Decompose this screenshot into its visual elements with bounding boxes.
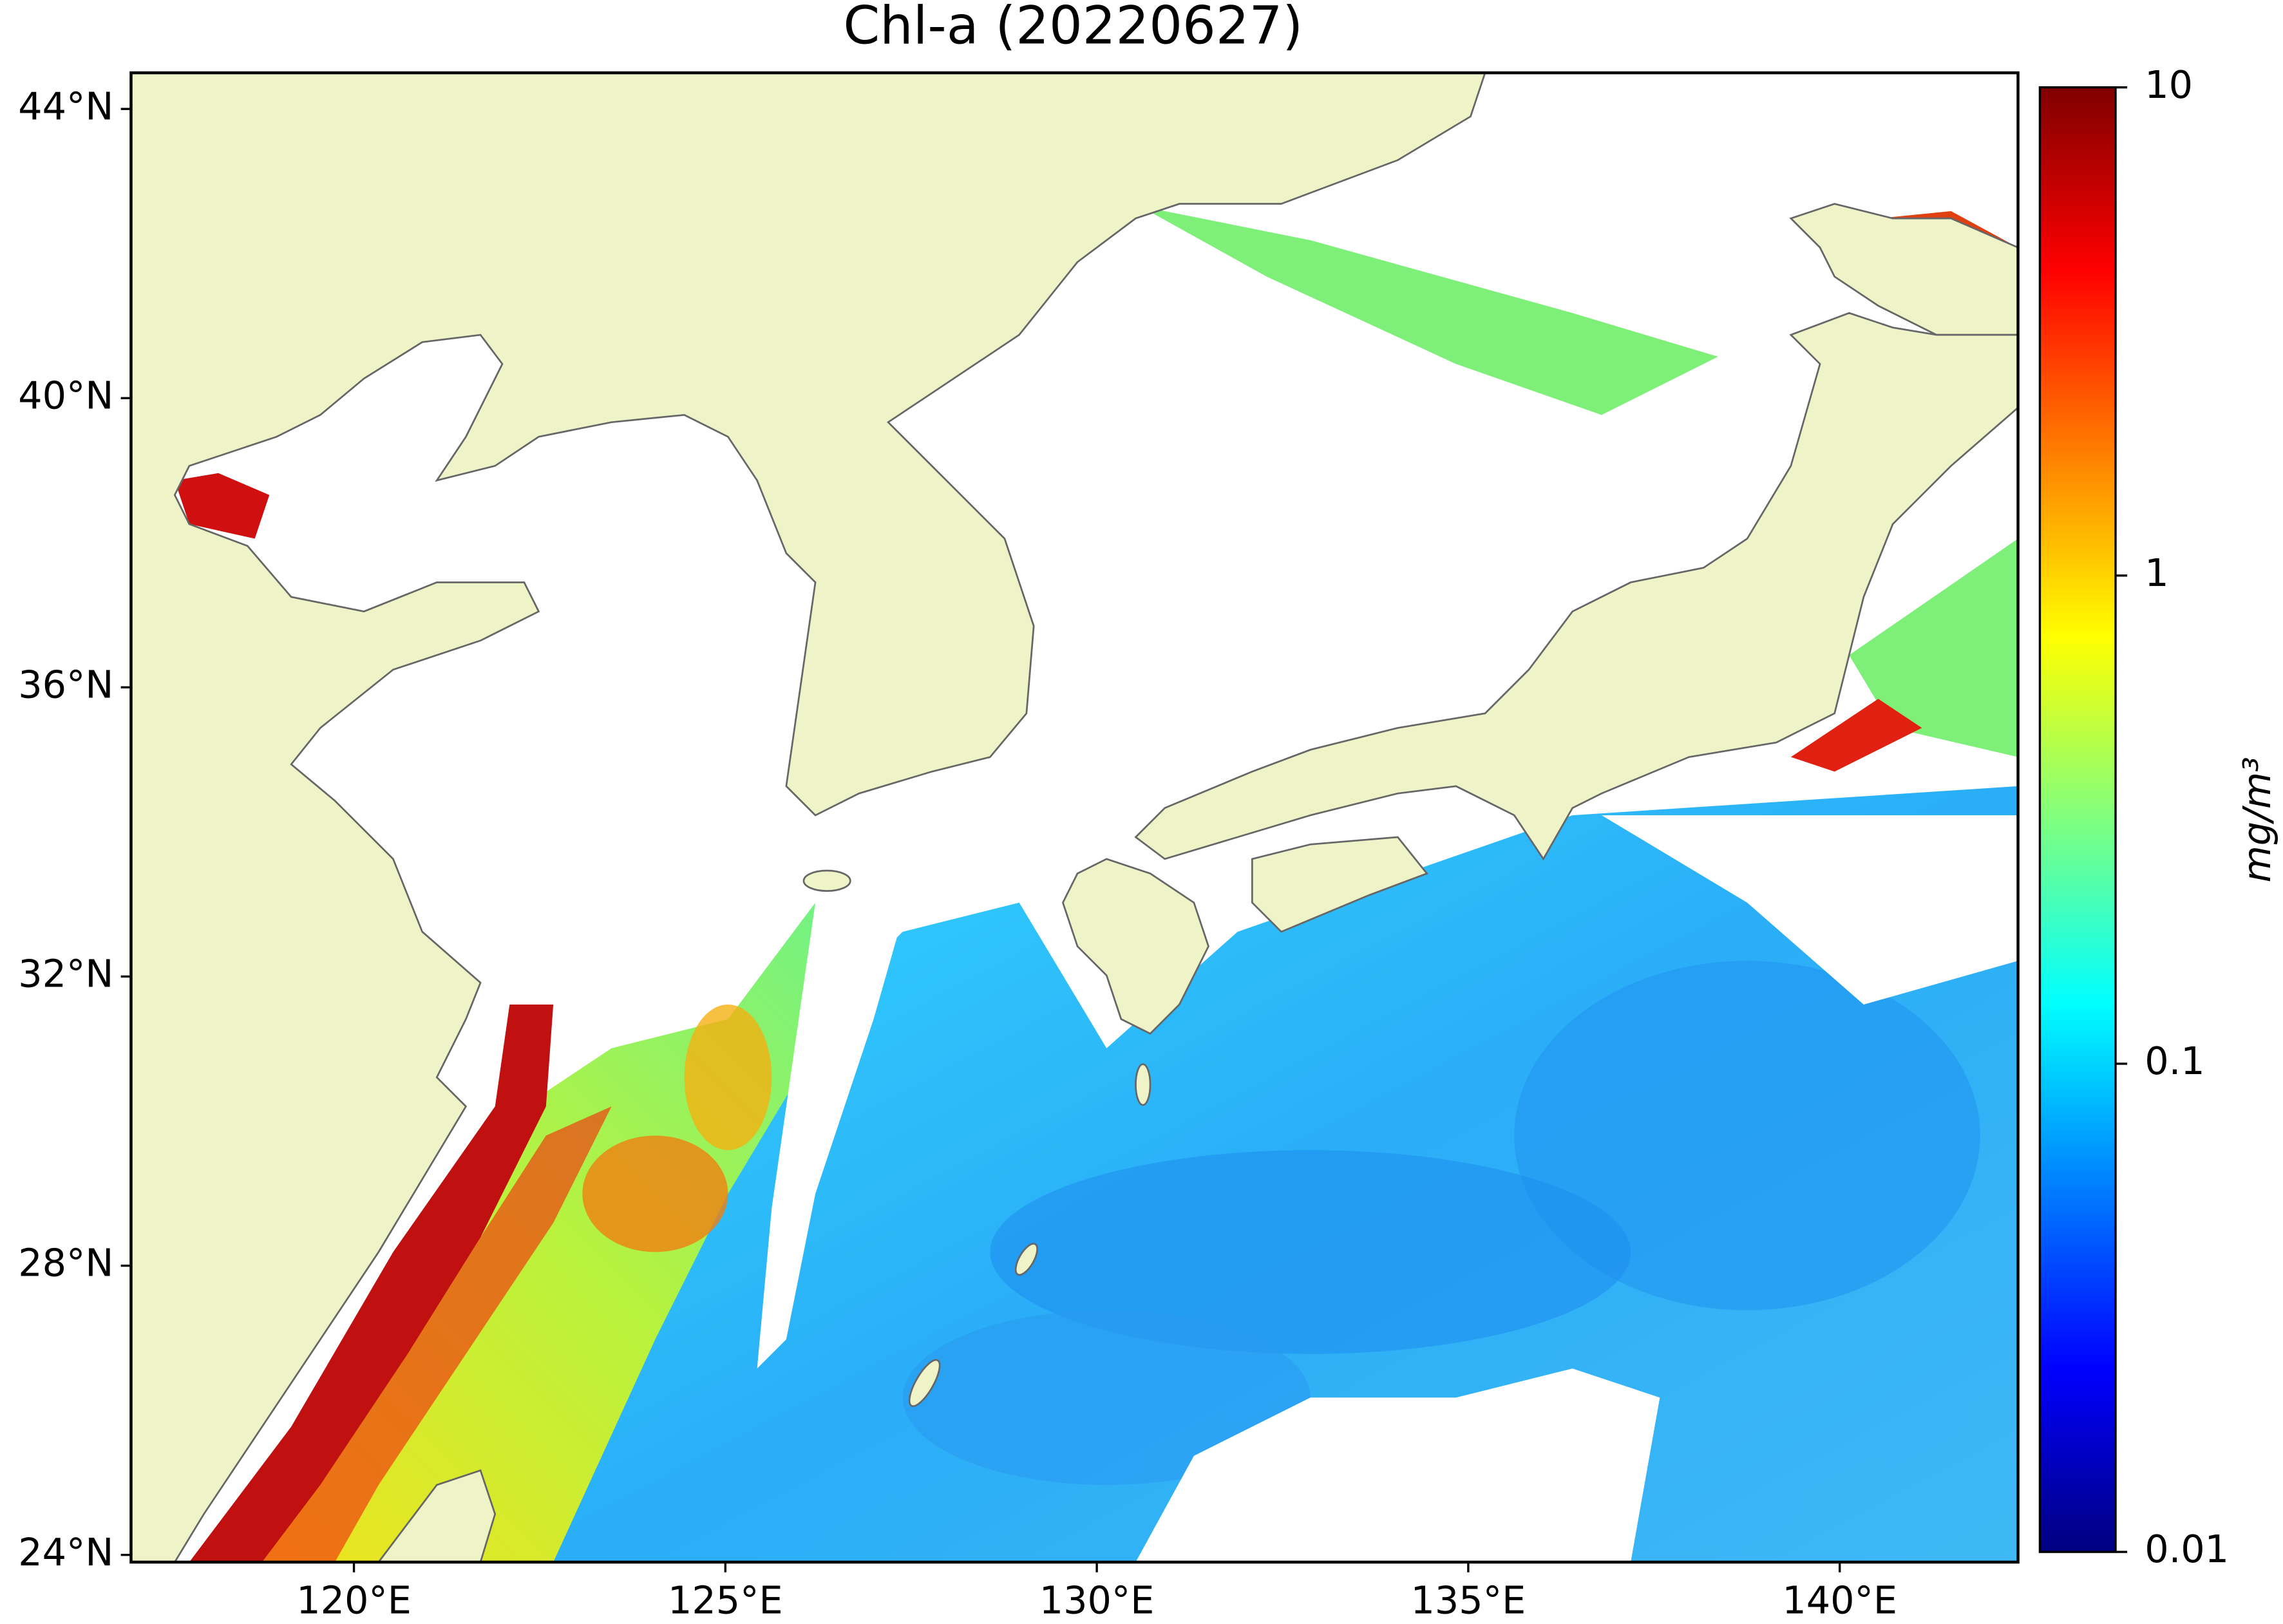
y-tick-label: 36°N — [18, 662, 113, 706]
cloud — [757, 815, 932, 1369]
x-tick-label: 140°E — [1782, 1578, 1897, 1622]
y-tick-label: 24°N — [18, 1530, 113, 1574]
colorbar-tick-label: 10 — [2145, 62, 2193, 107]
colorbar-tick-label: 0.01 — [2145, 1527, 2229, 1571]
map — [131, 73, 2018, 1562]
y-tick-label: 44°N — [18, 84, 113, 128]
y-tick-label: 32°N — [18, 952, 113, 996]
honshu — [1134, 312, 2018, 861]
low-chl-patch — [990, 1150, 1631, 1354]
sea-of-japan-chl — [1135, 203, 1718, 415]
kuroshio-chl — [1849, 538, 2018, 757]
colorbar-tick-label: 1 — [2145, 551, 2168, 595]
coastal-chl — [1790, 699, 1922, 772]
shikoku — [1251, 836, 1428, 933]
coastal-chl — [175, 473, 270, 539]
high-chl-patch — [684, 1004, 772, 1151]
land — [131, 73, 2018, 1562]
y-tick-label: 28°N — [18, 1241, 113, 1285]
coastal-chl — [261, 1106, 612, 1562]
low-chl-patch — [902, 1310, 1311, 1486]
hokkaido — [1789, 203, 2018, 336]
plot-frame — [129, 71, 2020, 1564]
jeju — [802, 869, 851, 892]
colorbar-tick-label: 0.1 — [2145, 1039, 2204, 1083]
colorbar-label: mg/m³ — [2235, 757, 2279, 882]
x-tick-label: 125°E — [668, 1578, 783, 1622]
mainland — [131, 73, 1486, 1562]
high-chl-patch — [582, 1135, 728, 1252]
taiwan — [377, 1469, 497, 1562]
x-tick-label: 120°E — [296, 1578, 412, 1622]
colorbar — [2038, 86, 2117, 1553]
island — [908, 1359, 941, 1408]
island — [1014, 1243, 1038, 1276]
y-tick-label: 40°N — [18, 373, 113, 417]
island — [1135, 1063, 1151, 1106]
chart-title: Chl-a (20220627) — [843, 0, 1303, 57]
x-tick-label: 135°E — [1411, 1578, 1526, 1622]
cloud — [1135, 1368, 1660, 1562]
cloud — [1601, 815, 2018, 1005]
coastal-chl — [189, 1004, 554, 1562]
kyushu — [1061, 858, 1209, 1035]
low-chl-patch — [1514, 961, 1980, 1310]
x-tick-label: 130°E — [1039, 1578, 1155, 1622]
